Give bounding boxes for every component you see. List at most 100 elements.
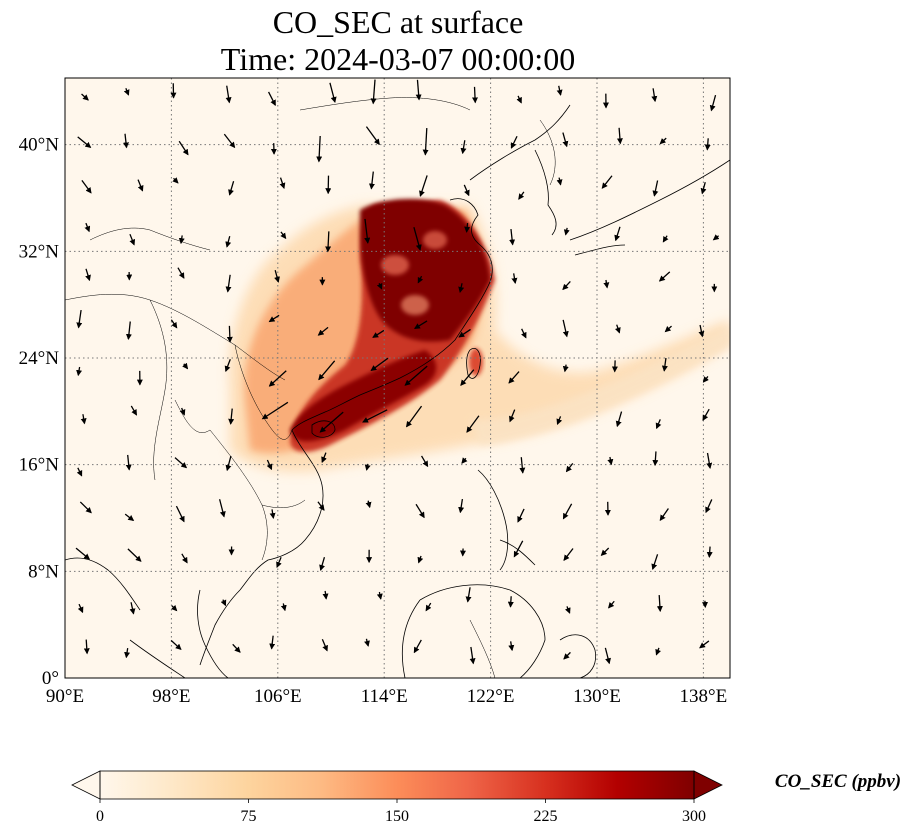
wind-arrow <box>608 600 615 609</box>
wind-arrow <box>601 175 613 189</box>
wind-arrow <box>225 274 232 293</box>
wind-arrow <box>417 555 424 564</box>
wind-arrow <box>563 651 571 660</box>
title-line-2: Time: 2024-03-07 00:00:00 <box>221 41 575 77</box>
wind-arrow <box>562 503 573 520</box>
wind-arrow <box>224 359 231 373</box>
wind-arrow <box>223 133 236 149</box>
y-axis-labels: 0° 8°N 16°N 24°N 32°N 40°N <box>19 135 60 689</box>
wind-vectors <box>75 79 720 665</box>
wind-arrow <box>518 191 525 200</box>
wind-arrow <box>274 269 280 283</box>
hotspot-taiwan <box>469 348 483 376</box>
wind-arrow <box>225 85 232 104</box>
wind-arrow <box>508 641 515 652</box>
wind-arrow <box>509 228 516 246</box>
wind-arrow <box>178 140 189 156</box>
wind-arrow <box>519 457 526 474</box>
colorbar-gradient <box>100 771 694 799</box>
wind-arrow <box>269 635 276 650</box>
wind-arrow <box>362 409 388 423</box>
colorbar: 0 75 150 225 300 CO_SEC (ppbv) <box>71 770 901 825</box>
wind-arrow <box>516 95 522 104</box>
title-line-1: CO_SEC at surface <box>273 4 524 40</box>
wind-arrow <box>510 135 518 149</box>
wind-arrow <box>521 328 527 339</box>
wind-arrow <box>463 184 470 197</box>
map-panel <box>64 77 731 679</box>
wind-arrow <box>177 267 185 279</box>
wind-arrow <box>268 370 287 387</box>
wind-arrow <box>225 235 232 248</box>
wind-arrow <box>376 591 383 600</box>
wind-arrow <box>170 639 182 650</box>
wind-arrow <box>81 93 89 101</box>
wind-arrow <box>129 602 136 615</box>
wind-arrow <box>651 554 659 571</box>
wind-arrow <box>651 88 658 103</box>
wind-arrow <box>604 647 611 665</box>
wind-arrow <box>225 455 232 472</box>
wind-arrow <box>318 360 336 381</box>
wind-arrow <box>220 599 227 607</box>
wind-arrow <box>603 279 610 289</box>
wind-arrow <box>84 222 91 233</box>
wind-arrow <box>228 408 235 425</box>
wind-arrow <box>616 127 623 145</box>
wind-arrow <box>413 639 422 654</box>
wind-arrow <box>172 177 179 184</box>
wind-arrow <box>513 540 524 558</box>
wind-arrow <box>511 273 518 285</box>
wind-arrow <box>376 282 383 290</box>
wind-arrow <box>77 603 84 614</box>
wind-arrow <box>370 357 389 372</box>
wind-arrow <box>218 499 226 518</box>
x-tick-label: 106°E <box>254 686 302 707</box>
wind-arrow <box>706 452 713 469</box>
wind-arrow <box>182 362 189 370</box>
wind-arrow <box>421 455 429 468</box>
wind-arrow <box>658 271 671 282</box>
wind-arrow <box>178 235 185 245</box>
wind-arrow <box>517 508 525 523</box>
wind-arrow <box>607 456 614 466</box>
wind-arrow <box>364 463 371 471</box>
x-tick-label: 90°E <box>46 686 84 707</box>
wind-arrow <box>317 501 325 511</box>
plume-tail <box>470 325 730 445</box>
x-tick-label: 138°E <box>680 686 728 707</box>
colorbar-label: CO_SEC (ppbv) <box>775 771 901 792</box>
wind-arrow <box>413 227 422 251</box>
wind-arrow <box>175 505 185 523</box>
colorbar-tick-label: 225 <box>534 808 558 825</box>
wind-arrow <box>659 137 667 145</box>
wind-arrow <box>316 135 323 163</box>
wind-arrow <box>321 639 328 652</box>
wind-arrow <box>563 548 574 561</box>
wind-arrow <box>127 548 142 562</box>
wind-arrow <box>600 547 610 556</box>
wind-arrow <box>317 326 329 336</box>
wind-arrow <box>129 233 136 246</box>
coastlines <box>65 104 730 678</box>
wind-arrow <box>124 513 135 522</box>
wind-arrow <box>125 454 132 471</box>
wind-arrow <box>415 79 422 101</box>
wind-arrow <box>565 462 574 473</box>
y-tick-label: 8°N <box>28 561 59 582</box>
plume-blotch <box>423 231 447 249</box>
wind-arrow <box>460 140 467 155</box>
wind-arrow <box>508 371 520 384</box>
plume-blotch <box>401 295 429 315</box>
wind-arrow <box>280 603 287 612</box>
wind-arrow <box>137 179 144 192</box>
x-axis-labels: 90°E 98°E 106°E 114°E 122°E 130°E 138°E <box>46 686 727 707</box>
wind-arrow <box>702 376 709 383</box>
wind-arrow <box>232 643 241 653</box>
colorbar-extend-max <box>693 770 723 800</box>
wind-arrow <box>170 604 178 612</box>
wind-arrow <box>83 639 90 655</box>
x-tick-label: 122°E <box>467 686 515 707</box>
wind-arrow <box>76 366 83 377</box>
wind-arrow <box>322 590 329 600</box>
